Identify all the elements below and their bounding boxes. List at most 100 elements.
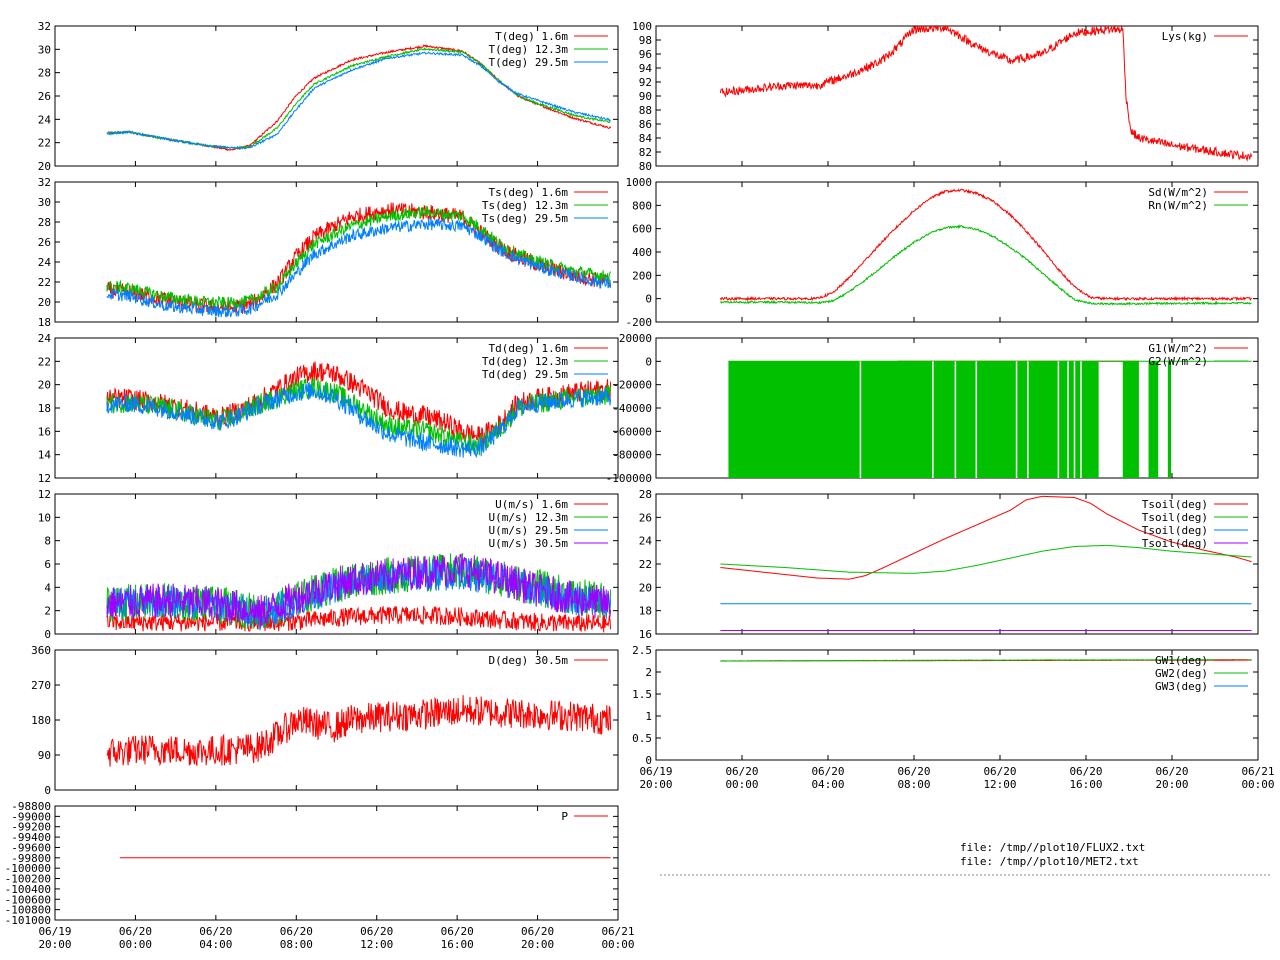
x-tick-label-right: 20:00 bbox=[1155, 778, 1188, 791]
y-tick-label: -40000 bbox=[612, 402, 652, 415]
plot-frame bbox=[54, 181, 619, 323]
footer-file-flux: file: /tmp//plot10/FLUX2.txt bbox=[960, 841, 1146, 854]
y-tick-label: 98 bbox=[639, 34, 652, 47]
series-line-2 bbox=[720, 224, 1252, 307]
x-tick-label-left: 20:00 bbox=[521, 938, 554, 951]
legend-label: GW3(deg) bbox=[1155, 680, 1208, 693]
plot-frame bbox=[54, 25, 619, 167]
y-tick-label: 800 bbox=[632, 199, 652, 212]
y-tick-label: -98800 bbox=[11, 800, 51, 813]
legend-label: Sd(W/m^2) bbox=[1148, 186, 1208, 199]
series-band-g2-part bbox=[1122, 361, 1139, 478]
x-tick-label-right: 20:00 bbox=[639, 778, 672, 791]
panel-pressure: -101000-100800-100600-100400-100200-1000… bbox=[5, 800, 619, 927]
legend-label: Tsoil(deg) bbox=[1142, 511, 1208, 524]
y-tick-label: 14 bbox=[38, 449, 52, 462]
y-tick-label: 18 bbox=[38, 316, 51, 329]
legend-label: Ts(deg) 1.6m bbox=[489, 186, 569, 199]
y-tick-label: 0 bbox=[44, 628, 51, 641]
y-tick-label: 360 bbox=[31, 644, 51, 657]
plot-frame bbox=[655, 25, 1259, 167]
y-tick-label: 24 bbox=[38, 113, 52, 126]
y-tick-label: 26 bbox=[38, 90, 51, 103]
x-tick-label-right: 12:00 bbox=[983, 778, 1016, 791]
legend-label: Lys(kg) bbox=[1162, 30, 1208, 43]
y-tick-label: 24 bbox=[38, 256, 52, 269]
plot-frame bbox=[54, 493, 619, 635]
legend-label: Ts(deg) 29.5m bbox=[482, 212, 568, 225]
x-tick-label-left: 06/21 bbox=[601, 925, 634, 938]
x-tick-label-right: 06/20 bbox=[725, 765, 758, 778]
y-tick-label: 1000 bbox=[626, 176, 653, 189]
x-tick-label-right: 06/21 bbox=[1241, 765, 1274, 778]
y-tick-label: 6 bbox=[44, 558, 51, 571]
y-tick-label: 2.5 bbox=[632, 644, 652, 657]
x-tick-label-left: 06/20 bbox=[119, 925, 152, 938]
x-tick-label-right: 06/20 bbox=[1069, 765, 1102, 778]
y-tick-label: 400 bbox=[632, 246, 652, 259]
legend-label: T(deg) 1.6m bbox=[495, 30, 568, 43]
y-tick-label: 600 bbox=[632, 223, 652, 236]
y-tick-label: 180 bbox=[31, 714, 51, 727]
series-line-1 bbox=[720, 495, 1252, 580]
y-tick-label: 32 bbox=[38, 176, 51, 189]
x-tick-label-left: 06/20 bbox=[360, 925, 393, 938]
y-tick-label: -99400 bbox=[11, 831, 51, 844]
y-tick-label: 26 bbox=[639, 511, 652, 524]
series-band-g2-part bbox=[1167, 361, 1172, 478]
y-tick-label: 84 bbox=[639, 132, 653, 145]
panel-radiation: -200 0 200 400 600 800 1000 Sd(W/m^2)Rn(W/m^2) bbox=[626, 176, 1259, 329]
y-tick-label: 26 bbox=[38, 236, 51, 249]
x-tick-label-left: 08:00 bbox=[280, 938, 313, 951]
y-tick-label: 12 bbox=[38, 472, 51, 485]
y-tick-label: 12 bbox=[38, 488, 51, 501]
legend-label: D(deg) 30.5m bbox=[489, 654, 569, 667]
panel-soil-temperature: 16182022242628Tsoil(deg)Tsoil(deg)Tsoil(… bbox=[639, 488, 1259, 641]
series-line-1 bbox=[106, 695, 612, 767]
y-tick-label: -100800 bbox=[5, 904, 51, 917]
x-tick-label-left: 00:00 bbox=[119, 938, 152, 951]
y-tick-label: 0.5 bbox=[632, 732, 652, 745]
y-tick-label: 16 bbox=[639, 628, 652, 641]
legend-label: Td(deg) 29.5m bbox=[482, 368, 568, 381]
x-tick-label-right: 06/20 bbox=[1155, 765, 1188, 778]
y-tick-label: 90 bbox=[38, 749, 51, 762]
legend-label: Rn(W/m^2) bbox=[1148, 199, 1208, 212]
y-tick-label: 1 bbox=[645, 710, 652, 723]
legend-label: Td(deg) 1.6m bbox=[489, 342, 569, 355]
y-tick-label: 90 bbox=[639, 90, 652, 103]
y-tick-label: 92 bbox=[639, 76, 652, 89]
y-tick-label: -80000 bbox=[612, 449, 652, 462]
y-tick-label: 96 bbox=[639, 48, 652, 61]
y-tick-label: -100200 bbox=[5, 873, 51, 886]
y-tick-label: 86 bbox=[639, 118, 652, 131]
plot-frame bbox=[54, 805, 619, 921]
series-line-4 bbox=[106, 553, 612, 627]
x-tick-label-right: 16:00 bbox=[1069, 778, 1102, 791]
x-tick-label-left: 06/20 bbox=[199, 925, 232, 938]
y-tick-label: -101000 bbox=[5, 914, 51, 927]
legend-label: Tsoil(deg) bbox=[1142, 524, 1208, 537]
y-tick-label: 22 bbox=[639, 558, 652, 571]
y-tick-label: 30 bbox=[38, 196, 51, 209]
legend-label: U(m/s) 1.6m bbox=[495, 498, 568, 511]
legend-label: G2(W/m^2) bbox=[1148, 355, 1208, 368]
series-line-3 bbox=[106, 382, 612, 459]
legend-label: Ts(deg) 12.3m bbox=[482, 199, 568, 212]
y-tick-label: 20 bbox=[38, 379, 51, 392]
y-tick-label: 1.5 bbox=[632, 688, 652, 701]
y-tick-label: 270 bbox=[31, 679, 51, 692]
y-tick-label: -100400 bbox=[5, 883, 51, 896]
x-tick-label-right: 06/20 bbox=[983, 765, 1016, 778]
y-tick-label: 22 bbox=[38, 137, 51, 150]
y-tick-label: 2 bbox=[44, 605, 51, 618]
x-tick-label-left: 16:00 bbox=[441, 938, 474, 951]
legend-label: T(deg) 29.5m bbox=[489, 56, 569, 69]
y-tick-label: 94 bbox=[639, 62, 653, 75]
y-tick-label: 82 bbox=[639, 146, 652, 159]
y-tick-label: -99800 bbox=[11, 852, 51, 865]
y-tick-label: 88 bbox=[639, 104, 652, 117]
y-tick-label: 200 bbox=[632, 269, 652, 282]
